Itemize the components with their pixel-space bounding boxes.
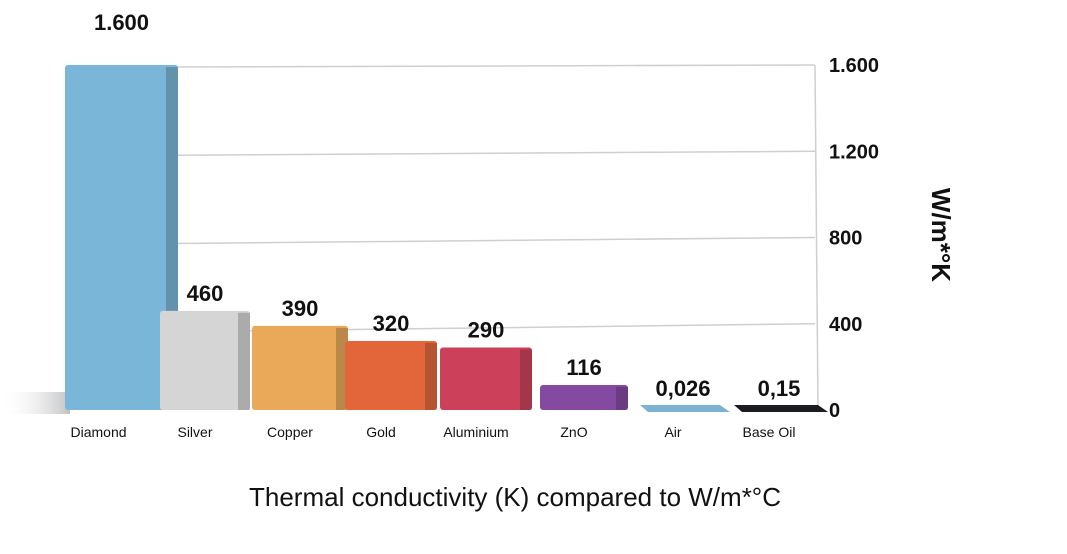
bar-side bbox=[616, 386, 628, 410]
gridline bbox=[174, 64, 816, 68]
bar-diamond: 1.600 Diamond bbox=[65, 10, 178, 440]
gridline bbox=[174, 236, 816, 245]
bar-front bbox=[640, 405, 730, 412]
bar-base-oil: 0,15 Base Oil bbox=[734, 376, 828, 440]
data-label: 0,026 bbox=[655, 376, 710, 401]
x-tick-label: Air bbox=[664, 424, 681, 440]
x-tick-label: Aluminium bbox=[443, 424, 508, 440]
data-label: 0,15 bbox=[758, 376, 801, 401]
bar-highlight bbox=[160, 310, 250, 410]
bar-zno: 116 ZnO bbox=[540, 355, 628, 440]
y-tick-label: 800 bbox=[829, 228, 862, 250]
y-tick-label: 0 bbox=[829, 400, 840, 422]
y-tick-label: 1.600 bbox=[829, 55, 879, 77]
y-axis-line bbox=[814, 64, 819, 411]
y-tick-label: 1.200 bbox=[829, 141, 879, 163]
bar-side bbox=[238, 312, 250, 410]
x-tick-label: Copper bbox=[267, 424, 313, 440]
y-tick-label: 400 bbox=[829, 314, 862, 336]
bar-front bbox=[345, 341, 437, 410]
chart-title: Thermal conductivity (K) compared to W/m… bbox=[249, 482, 781, 512]
bar-silver: 460 Silver bbox=[160, 281, 250, 440]
bar-aluminium: 290 Aluminium bbox=[440, 317, 532, 440]
floor-shadow bbox=[0, 392, 70, 414]
data-label: 460 bbox=[187, 281, 224, 306]
x-tick-label: ZnO bbox=[560, 424, 587, 440]
data-label: 1.600 bbox=[94, 10, 149, 35]
x-tick-label: Gold bbox=[366, 424, 396, 440]
bar-side bbox=[520, 349, 532, 410]
bar-front bbox=[160, 310, 250, 410]
bar-front bbox=[540, 384, 628, 410]
x-tick-label: Diamond bbox=[70, 424, 126, 440]
data-label: 290 bbox=[468, 317, 505, 342]
bar-front bbox=[252, 325, 348, 410]
bar-highlight bbox=[345, 341, 437, 410]
x-tick-label: Base Oil bbox=[743, 424, 796, 440]
bar-front bbox=[734, 405, 828, 412]
data-label: 390 bbox=[282, 296, 319, 321]
bar-highlight bbox=[252, 325, 348, 410]
bar-front bbox=[440, 347, 532, 410]
bar-highlight bbox=[65, 65, 178, 410]
x-tick-label: Silver bbox=[177, 424, 212, 440]
gridline bbox=[174, 150, 816, 156]
bar-air: 0,026 Air bbox=[640, 376, 730, 440]
bar-front bbox=[65, 65, 178, 410]
y-axis-label: W/m*°K bbox=[926, 188, 956, 282]
bar-gold: 320 Gold bbox=[345, 311, 437, 440]
bar-highlight bbox=[540, 384, 628, 410]
data-label: 116 bbox=[566, 355, 602, 380]
bar-highlight bbox=[440, 347, 532, 410]
bar-copper: 390 Copper bbox=[252, 296, 348, 440]
data-label: 320 bbox=[373, 311, 410, 336]
bar-side bbox=[425, 343, 437, 410]
